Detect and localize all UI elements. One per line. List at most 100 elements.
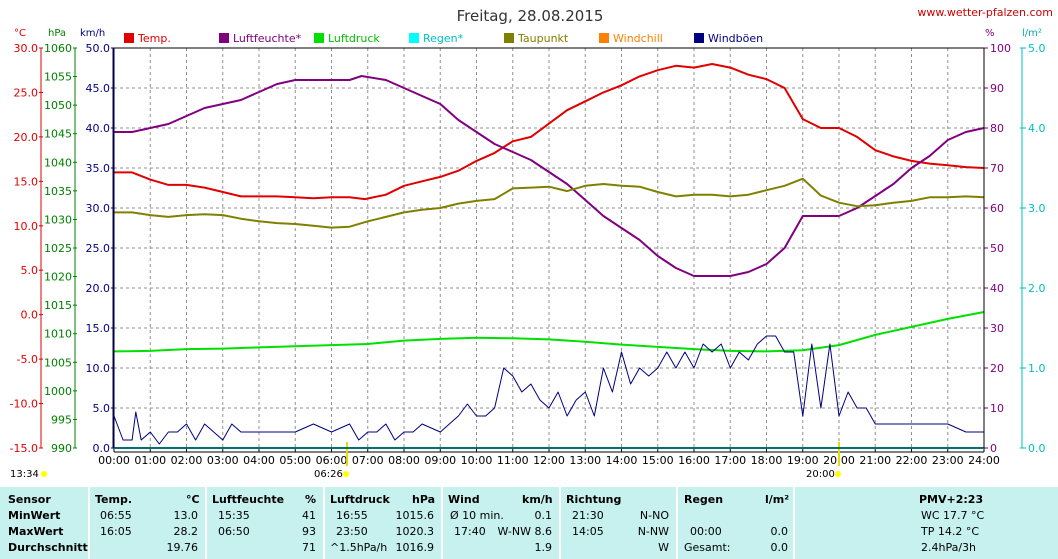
pressure-min-time: 16:55	[336, 509, 368, 522]
wind-tick-label: 20.0	[86, 282, 111, 295]
site-link[interactable]: www.wetter-pfalzen.com	[917, 6, 1053, 19]
wind-unit-label: km/h	[80, 28, 105, 39]
stats-header-humidity: Luftfeuchte	[212, 493, 285, 506]
legend-swatch-windchill	[599, 33, 609, 43]
time-tick-label: 16:00	[678, 454, 710, 467]
rain-total-label: Gesamt:	[684, 541, 731, 554]
time-tick-label: 17:00	[714, 454, 746, 467]
series-gust	[113, 335, 984, 445]
sun-left-icon	[41, 471, 47, 477]
rain-unit-label: l/m²	[1022, 28, 1042, 39]
humidity-tick-label: 50	[990, 242, 1004, 255]
pressure-max-value: 1020.3	[395, 525, 435, 538]
weather-chart: Freitag, 28.08.2015 www.wetter-pfalzen.c…	[9, 6, 1053, 480]
time-tick-label: 14:00	[606, 454, 638, 467]
pressure-tick-label: 1015	[44, 299, 72, 312]
temp-unit-label: °C	[14, 28, 26, 39]
time-tick-label: 21:00	[859, 454, 891, 467]
pressure-tick-label: 995	[51, 413, 72, 426]
humidity-tick-label: 70	[990, 162, 1004, 175]
time-tick-label: 22:00	[896, 454, 928, 467]
time-axis: 00:00 01:00 02:00 03:00 04:00 05:00 06:00 07:00…	[98, 442, 1000, 467]
wind-tick-label: 50.0	[86, 42, 111, 55]
humidity-tick-label: 20	[990, 362, 1004, 375]
time-tick-label: 08:00	[388, 454, 420, 467]
time-tick-label: 18:00	[751, 454, 783, 467]
wind-axis: 50.0 45.0 40.0 35.0 30.0 25.0 20.0 15.0 10.0 5.0 0…	[86, 42, 114, 455]
humidity-tick-label: 10	[990, 402, 1004, 415]
stats-row-max: MaxWert	[8, 525, 64, 538]
pressure-tick-label: 1060	[44, 42, 72, 55]
stats-header-pressure: Luftdruck	[330, 493, 390, 506]
pressure-tick-label: 1055	[44, 71, 72, 84]
humidity-min-value: 41	[302, 509, 316, 522]
stats-divider	[793, 487, 795, 559]
rain-tick-label: 5.0	[1028, 42, 1046, 55]
legend-label-rain: Regen*	[423, 32, 464, 45]
humidity-avg-value: 71	[302, 541, 316, 554]
stats-panel: Sensor MinWert MaxWert Durchschnitt Temp…	[0, 487, 1058, 559]
time-tick-label: 07:00	[352, 454, 384, 467]
legend-label-gust: Windböen	[708, 32, 763, 45]
legend-swatch-temp	[124, 33, 134, 43]
pressure-min-value: 1015.6	[395, 509, 435, 522]
time-tick-label: 11:00	[497, 454, 529, 467]
wind-avg10-value: 0.1	[534, 509, 553, 522]
time-tick-label: 24:00	[968, 454, 1000, 467]
rain-time: 00:00	[690, 525, 722, 538]
axis-unit-labels: °C hPa km/h % l/m²	[14, 28, 1042, 39]
temp-tick-label: 5.0	[21, 264, 39, 277]
pressure-tick-label: 1050	[44, 99, 72, 112]
wind-tick-label: 10.0	[86, 362, 111, 375]
series-dewpoint	[114, 177, 985, 229]
stats-divider	[205, 487, 207, 559]
plot-frame	[113, 47, 985, 449]
wind-tick-label: 40.0	[86, 122, 111, 135]
stats-header-direction: Richtung	[566, 493, 622, 506]
humidity-tick-label: 80	[990, 122, 1004, 135]
time-tick-label: 13:00	[569, 454, 601, 467]
rain-tick-label: 4.0	[1028, 122, 1046, 135]
wind-max-time: 17:40	[454, 525, 486, 538]
pressure-max-time: 23:50	[336, 525, 368, 538]
time-tick-label: 19:00	[787, 454, 819, 467]
wind-tick-label: 30.0	[86, 202, 111, 215]
time-tick-label: 01:00	[134, 454, 166, 467]
pressure-tick-label: 1010	[44, 328, 72, 341]
pressure-tick-label: 1020	[44, 271, 72, 284]
rain-axis: 5.0 4.0 3.0 2.0 1.0 0.0	[1020, 42, 1046, 455]
legend-swatch-dewpoint	[504, 33, 514, 43]
pressure-tick-label: 1035	[44, 185, 72, 198]
legend-label-dewpoint: Taupunkt	[517, 32, 569, 45]
sunrise-icon	[343, 471, 349, 477]
stats-row-avg: Durchschnitt	[8, 541, 88, 554]
rain-tick-label: 0.0	[1028, 442, 1046, 455]
time-tick-label: 00:00	[98, 454, 130, 467]
time-tick-label: 23:00	[932, 454, 964, 467]
stats-header-wind: Wind	[448, 493, 480, 506]
pmv-pressure-trend: 2.4hPa/3h	[921, 541, 977, 554]
direction-avg-value: W	[658, 541, 669, 554]
sunset-icon	[835, 471, 841, 477]
legend-swatch-gust	[694, 33, 704, 43]
stats-unit-rain: l/m²	[765, 493, 790, 506]
temp-tick-label: 20.0	[14, 131, 39, 144]
temp-tick-label: -10.0	[10, 398, 38, 411]
pmv-windchill: WC 17.7 °C	[921, 509, 985, 522]
temp-axis: 30.0 25.0 20.0 15.0 10.0 5.0 0.0 -5.0 -10.0 -15.0	[10, 42, 43, 455]
temp-tick-label: 25.0	[14, 86, 39, 99]
temp-tick-label: -5.0	[17, 353, 38, 366]
legend-swatch-humidity	[219, 33, 229, 43]
temp-tick-label: 15.0	[14, 175, 39, 188]
temp-tick-label: 30.0	[14, 42, 39, 55]
humidity-unit-label: %	[985, 28, 995, 39]
legend-swatch-rain	[409, 33, 419, 43]
time-tick-label: 03:00	[207, 454, 239, 467]
temp-max-value: 28.2	[173, 525, 199, 538]
sun-markers: 13:34 06:26 20:00	[10, 469, 841, 480]
time-tick-label: 10:00	[461, 454, 493, 467]
stats-divider	[88, 487, 90, 559]
pressure-tick-label: 1040	[44, 156, 72, 169]
stats-header-rain: Regen	[684, 493, 724, 506]
